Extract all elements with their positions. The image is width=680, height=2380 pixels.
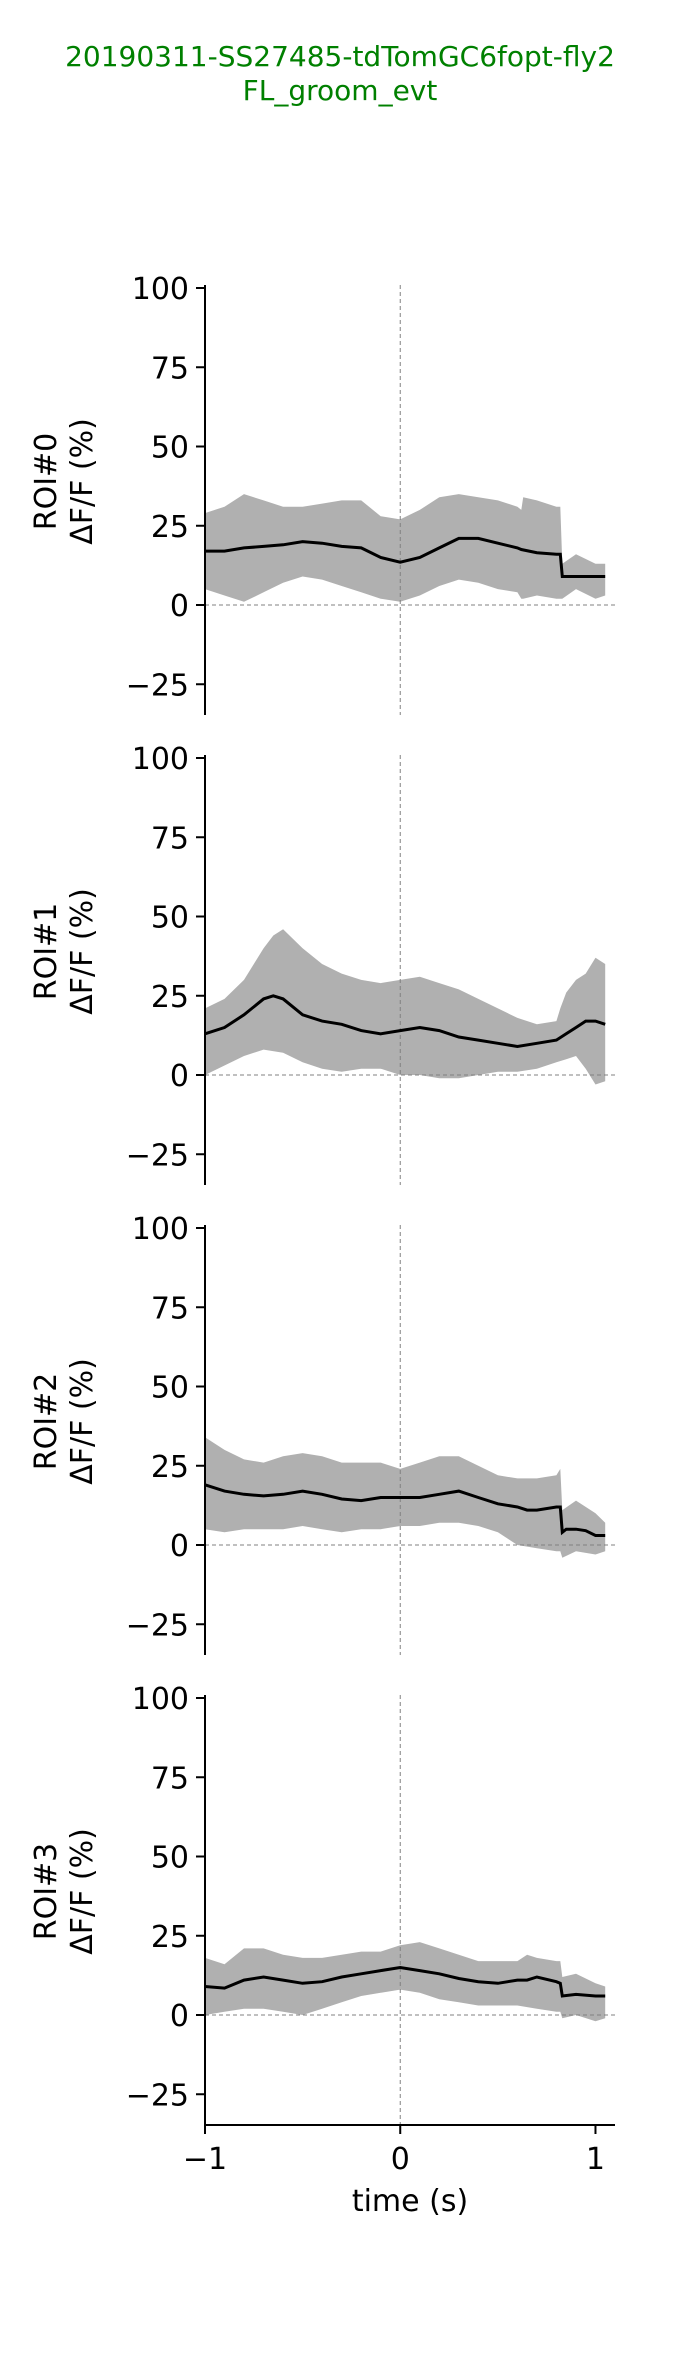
y-tick-label-1-3: 25	[151, 980, 189, 1015]
y-tick-label-3-2: 50	[151, 1841, 189, 1876]
figure-title-line-1: 20190311-SS27485-tdTomGC6fopt-fly2	[65, 40, 615, 73]
x-tick-label-2: 1	[586, 2142, 605, 2177]
sem-band-1	[205, 929, 606, 1085]
y-axis-label-0-line-0: ROI#0	[29, 433, 64, 531]
y-tick-label-3-5: −25	[126, 2078, 189, 2113]
y-tick-label-0-0: 100	[132, 272, 189, 307]
figure-title: 20190311-SS27485-tdTomGC6fopt-fly2 FL_gr…	[0, 40, 680, 108]
x-axis-label: time (s)	[352, 2184, 468, 2219]
y-tick-label-3-3: 25	[151, 1920, 189, 1955]
y-axis-label-3-line-1: ΔF/F (%)	[65, 1828, 100, 1955]
y-tick-label-0-3: 25	[151, 510, 189, 545]
roi-panel-0: 100 75 50 25 0 −25 ROI#0 ΔF/F (%)	[29, 272, 615, 715]
y-axis-label-1-line-0: ROI#1	[29, 903, 64, 1001]
y-tick-label-0-1: 75	[151, 351, 189, 386]
roi-panel-1: 100 75 50 25 0 −25 ROI#1 ΔF/F (%)	[29, 742, 615, 1185]
y-tick-label-2-4: 0	[170, 1529, 189, 1564]
y-tick-label-3-0: 100	[132, 1682, 189, 1717]
x-tick-label-0: −1	[183, 2142, 227, 2177]
y-axis-label-2-line-1: ΔF/F (%)	[65, 1358, 100, 1485]
y-tick-label-1-2: 50	[151, 901, 189, 936]
y-axis-label-0-line-1: ΔF/F (%)	[65, 418, 100, 545]
y-tick-label-3-1: 75	[151, 1761, 189, 1796]
y-tick-label-1-1: 75	[151, 821, 189, 856]
mean-trace-3	[204, 1965, 606, 1998]
y-tick-label-3-4: 0	[170, 1999, 189, 2034]
y-tick-label-2-3: 25	[151, 1450, 189, 1485]
roi-panel-2: 100 75 50 25 0 −25 ROI#2 ΔF/F (%)	[29, 1212, 615, 1655]
mean-trace-0	[205, 536, 606, 578]
y-axis-label-2-line-0: ROI#2	[29, 1373, 64, 1471]
y-tick-label-2-0: 100	[132, 1212, 189, 1247]
mean-trace-1	[204, 994, 606, 1049]
y-axis-label-3-line-0: ROI#3	[29, 1843, 64, 1941]
figure-title-line-2: FL_groom_evt	[242, 74, 438, 107]
y-tick-label-1-5: −25	[126, 1138, 189, 1173]
y-tick-label-2-5: −25	[126, 1608, 189, 1643]
y-tick-label-2-2: 50	[151, 1371, 189, 1406]
y-tick-label-1-4: 0	[170, 1059, 189, 1094]
x-tick-label-1: 0	[391, 2142, 410, 2177]
mean-trace-2	[204, 1483, 606, 1537]
y-tick-label-0-4: 0	[170, 589, 189, 624]
y-tick-label-1-0: 100	[132, 742, 189, 777]
roi-panel-3: 100 75 50 25 0 −25 ROI#3 ΔF/F (%) −1 0 1 time (s)	[29, 1682, 615, 2219]
sem-band-3	[205, 1942, 606, 2022]
y-tick-label-2-1: 75	[151, 1291, 189, 1326]
y-tick-label-0-5: −25	[126, 668, 189, 703]
y-axis-label-1-line-1: ΔF/F (%)	[65, 888, 100, 1015]
y-tick-label-0-2: 50	[151, 431, 189, 466]
sem-band-0	[205, 494, 606, 602]
